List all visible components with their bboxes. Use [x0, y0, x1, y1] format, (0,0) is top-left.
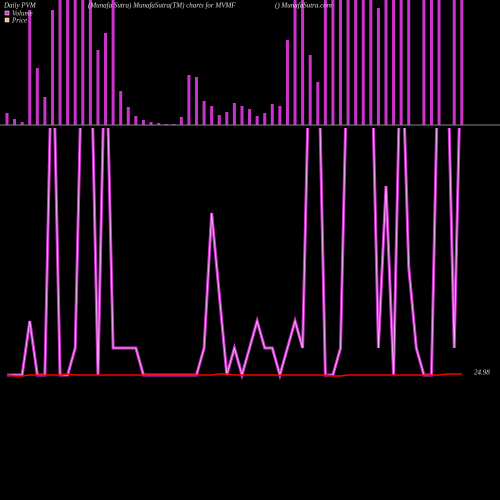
volume-bar: [66, 0, 70, 125]
volume-bar: [308, 55, 312, 125]
volume-bar: [293, 0, 297, 125]
volume-bar: [195, 77, 198, 125]
volume-bar: [28, 10, 32, 125]
volume-line-inner: [7, 128, 460, 377]
volume-bar: [316, 82, 320, 125]
volume-bar: [126, 107, 130, 125]
volume-bar: [331, 0, 335, 125]
volume-bar: [5, 113, 9, 125]
volume-bar: [50, 10, 54, 125]
volume-bar: [43, 97, 47, 125]
volume-bar: [323, 0, 327, 125]
line-panel: [6, 128, 462, 381]
volume-bar: [210, 106, 214, 125]
volume-bar: [88, 0, 92, 125]
price-line: [6, 373, 462, 377]
volume-bar: [285, 40, 289, 125]
volume-bar: [73, 0, 77, 125]
volume-bar: [407, 0, 411, 125]
volume-bar: [111, 0, 115, 125]
legend-swatch: [4, 10, 10, 16]
volume-bar: [422, 0, 426, 125]
volume-bar: [263, 113, 267, 125]
legend-label: Price: [11, 17, 27, 25]
volume-bar: [346, 0, 350, 125]
volume-bar: [339, 0, 343, 125]
volume-bar: [452, 0, 456, 125]
volume-bar: [376, 8, 380, 125]
volume-bar: [248, 109, 252, 125]
volume-bar: [217, 115, 221, 125]
legend-swatch: [4, 17, 10, 23]
legend-label: Volume: [12, 10, 33, 18]
volume-bar: [429, 0, 433, 125]
volume-bar: [437, 0, 441, 125]
volume-bar: [460, 0, 464, 125]
volume-bar: [134, 116, 138, 125]
volume-bar: [270, 104, 274, 125]
volume-bar: [58, 0, 62, 125]
volume-bar: [149, 122, 153, 125]
volume-bar: [119, 91, 123, 125]
volume-bar: [35, 68, 39, 125]
volume-bar: [255, 116, 259, 125]
volume-bar: [157, 123, 161, 125]
volume-bar: [399, 0, 403, 125]
volume-bar: [361, 0, 365, 125]
volume-bar: [278, 106, 282, 125]
volume-bar: [232, 103, 236, 125]
volume-bar: [81, 0, 85, 125]
volume-bar: [141, 120, 145, 125]
volume-bar: [240, 106, 244, 125]
volume-bar: [384, 0, 388, 125]
volume-bar: [13, 119, 17, 125]
volume-bar: [202, 101, 206, 125]
volume-bar: [179, 117, 183, 125]
volume-bar: [96, 50, 100, 125]
volume-bar: [104, 33, 108, 125]
volume-bar: [354, 0, 358, 125]
volume-bar: [187, 75, 191, 125]
chart-subtitle: (Munafa Sutra) MunafaSutra(TM) charts fo…: [88, 2, 236, 10]
volume-bar: [20, 122, 24, 125]
price-label: 24.98: [474, 369, 490, 377]
volume-bar: [301, 0, 305, 125]
volume-panel: [5, 0, 464, 125]
volume-bar: [392, 0, 396, 125]
volume-bar: [369, 0, 373, 125]
source: () MunafaSutra.com: [275, 2, 332, 10]
volume-bar: [225, 112, 229, 125]
chart-title: Daily PVM: [3, 2, 37, 10]
